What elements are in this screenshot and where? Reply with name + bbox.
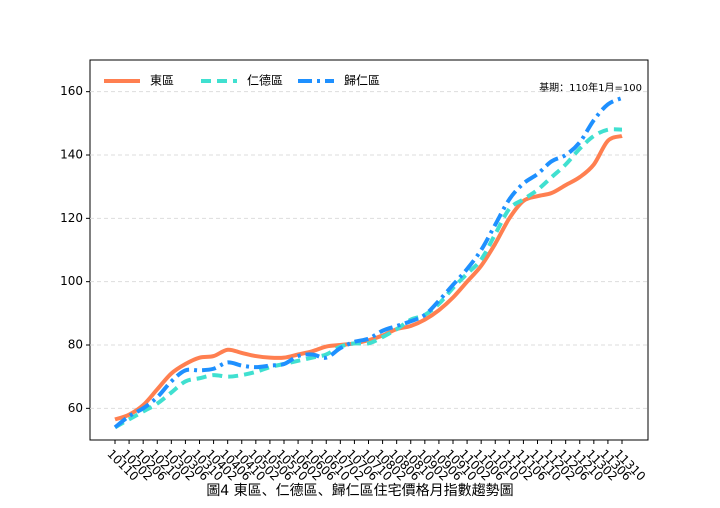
- legend-label: 歸仁區: [344, 74, 380, 88]
- y-tick-label: 100: [60, 274, 83, 288]
- y-tick-label: 120: [60, 211, 83, 225]
- legend-label: 東區: [150, 74, 174, 88]
- annotation: 基期：110年1月=100: [539, 81, 642, 94]
- chart-title: 圖4 東區、仁德區、歸仁區住宅價格月指數趨勢圖: [206, 482, 513, 499]
- series-line: [113, 96, 623, 429]
- y-tick-label: 140: [60, 148, 83, 162]
- plot-frame: [89, 59, 649, 441]
- series-line: [114, 134, 623, 422]
- y-tick-label: 160: [60, 84, 83, 98]
- legend-label: 仁德區: [247, 73, 283, 88]
- series-line: [114, 127, 623, 430]
- y-tick-label: 80: [68, 338, 83, 352]
- y-tick-label: 60: [68, 401, 83, 415]
